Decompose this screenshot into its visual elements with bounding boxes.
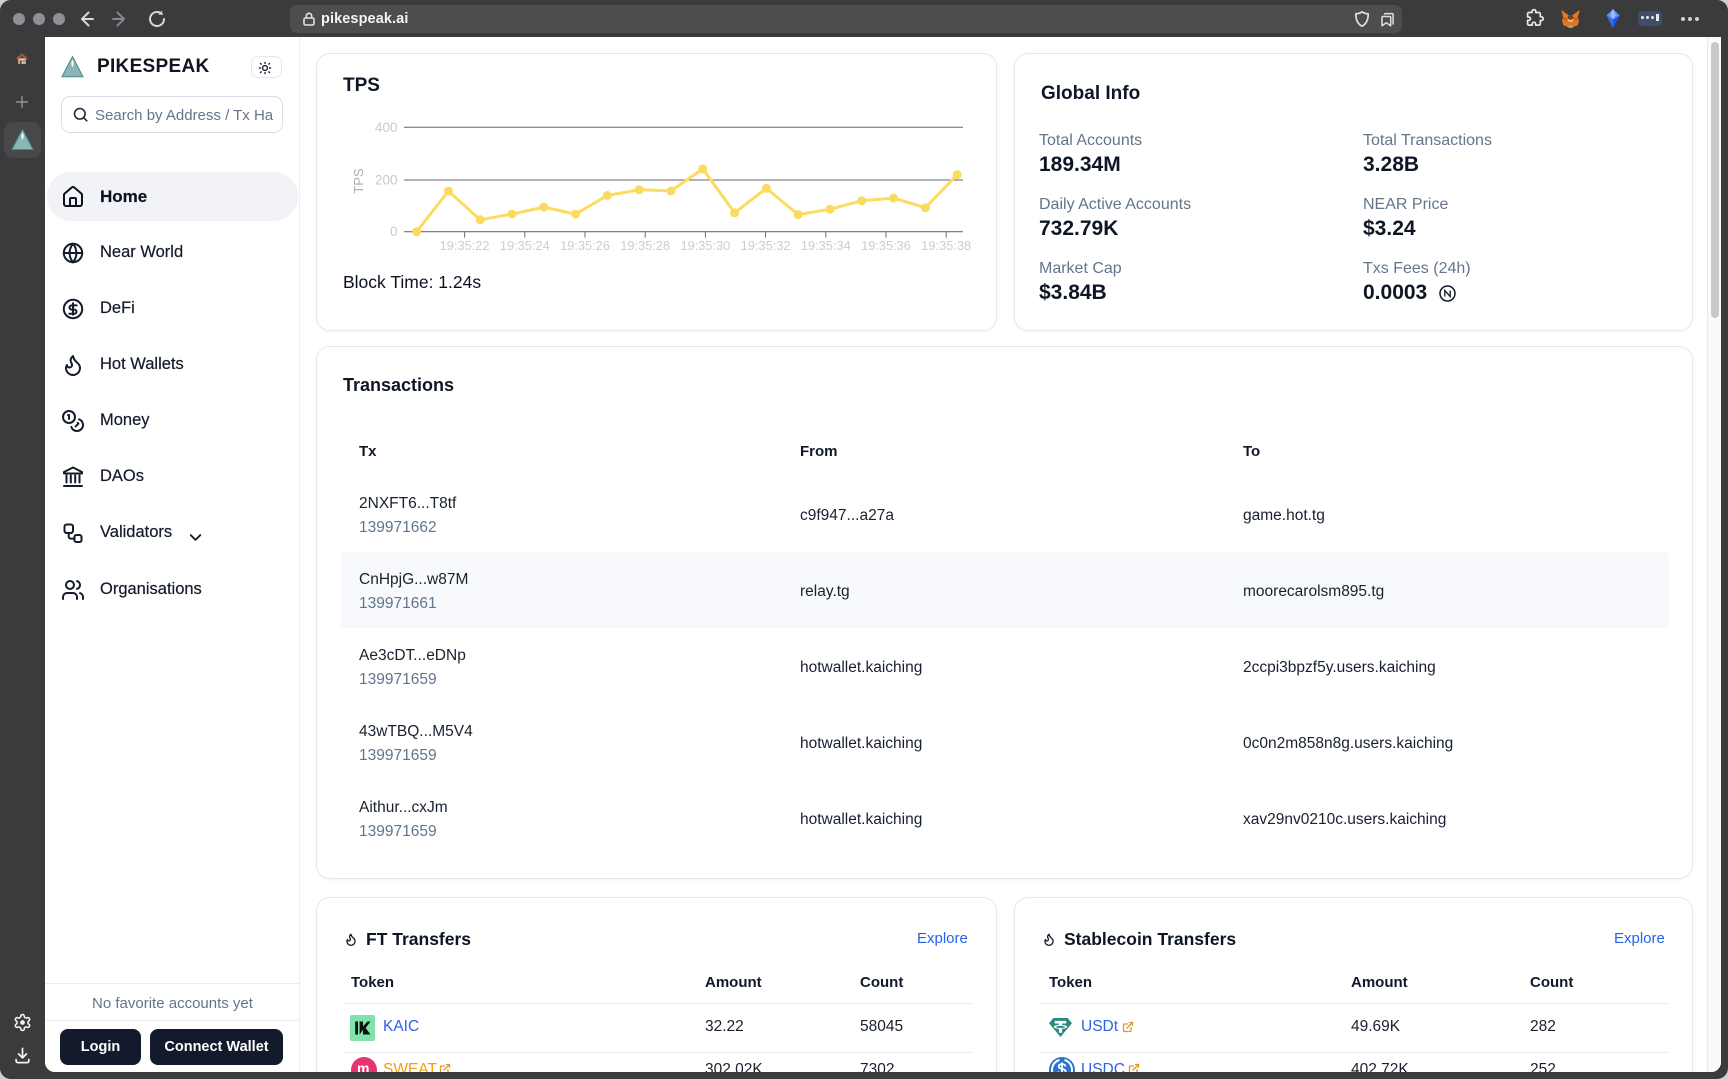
svg-text:200: 200 — [375, 173, 398, 188]
svg-text:0: 0 — [390, 224, 398, 239]
svg-text:19:35:34: 19:35:34 — [801, 238, 851, 253]
svg-text:19:35:38: 19:35:38 — [921, 238, 971, 253]
svg-text:19:35:28: 19:35:28 — [620, 238, 670, 253]
svg-text:19:35:26: 19:35:26 — [560, 238, 610, 253]
svg-text:19:35:22: 19:35:22 — [440, 238, 490, 253]
svg-text:19:35:30: 19:35:30 — [680, 238, 730, 253]
svg-text:19:35:32: 19:35:32 — [741, 238, 791, 253]
svg-text:19:35:24: 19:35:24 — [500, 238, 550, 253]
svg-text:19:35:36: 19:35:36 — [861, 238, 911, 253]
svg-text:TPS: TPS — [351, 168, 366, 194]
svg-text:400: 400 — [375, 120, 398, 135]
